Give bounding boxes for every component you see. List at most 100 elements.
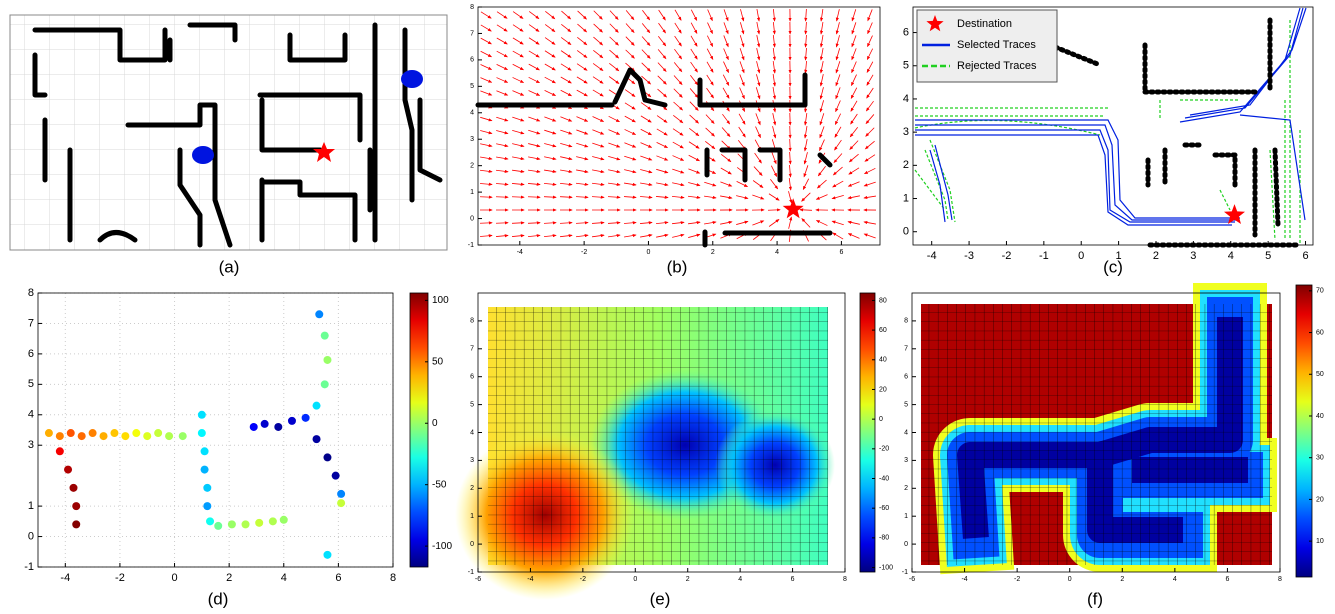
arrow	[723, 48, 729, 61]
arrow	[560, 169, 573, 174]
axes: -4 -2 0 2 4 6 8 -1 0 1 3 4 5 6 7 8	[24, 287, 396, 584]
arrow	[832, 180, 844, 188]
arrow	[496, 156, 509, 161]
arrow	[772, 8, 776, 22]
heatmap-f	[921, 283, 1277, 575]
arrow	[528, 24, 540, 32]
point	[197, 410, 206, 419]
arrow	[512, 129, 525, 135]
point	[301, 413, 310, 422]
arrow	[576, 50, 588, 59]
arrow	[656, 182, 669, 187]
arrow	[740, 9, 745, 22]
arrow	[803, 165, 809, 178]
y-tick-label: 1	[904, 513, 908, 520]
arrow	[756, 48, 761, 61]
x-tick-label: 2	[711, 249, 715, 256]
point	[227, 520, 236, 529]
y-tick-label: 6	[28, 348, 34, 360]
arrow	[756, 22, 761, 35]
arrow	[560, 116, 573, 122]
arrow	[479, 221, 493, 225]
y-tick-label: 8	[470, 4, 474, 11]
arrow	[831, 220, 844, 226]
arrow	[641, 23, 651, 34]
y-tick-label: 7	[28, 317, 34, 329]
arrow	[819, 100, 824, 113]
y-tick-label: 6	[903, 26, 909, 38]
arrow	[819, 48, 824, 61]
arrow	[543, 182, 557, 186]
y-tick-label: 3	[470, 136, 474, 143]
arrow	[625, 23, 635, 34]
y-tick-label: 6	[470, 374, 474, 381]
arrow	[864, 154, 876, 162]
arrow	[512, 143, 525, 148]
arrow	[832, 166, 843, 176]
arrow	[736, 195, 749, 200]
y-tick-label: 0	[470, 541, 474, 548]
y-tick-label: 8	[904, 318, 908, 325]
arrow	[704, 195, 717, 199]
x-tick-label: 3	[1190, 250, 1196, 262]
point	[55, 447, 64, 456]
arrow	[496, 130, 509, 135]
point	[72, 520, 81, 529]
arrow	[671, 221, 685, 225]
arrow	[560, 37, 572, 46]
arrow	[674, 35, 682, 47]
arrow	[576, 63, 588, 71]
arrow	[673, 75, 683, 86]
colorbar-tick-label: 50	[1316, 371, 1324, 378]
arrow	[804, 34, 808, 48]
arrow	[495, 234, 509, 238]
arrow	[496, 77, 509, 83]
colorbar-tick-label: -100	[879, 564, 893, 571]
y-tick-label: 4	[903, 93, 909, 105]
arrow	[673, 62, 683, 73]
arrow	[495, 169, 509, 173]
arrow	[561, 23, 572, 33]
x-tick-label: 6	[1302, 250, 1308, 262]
colorbar-tick-label: -20	[879, 446, 889, 453]
point	[132, 429, 141, 438]
colorbar-tick-label: -60	[879, 505, 889, 512]
colorbar-tick-label: 60	[879, 327, 887, 334]
arrow	[866, 87, 874, 99]
arrow	[739, 87, 745, 100]
arrow	[772, 87, 777, 100]
arrow	[673, 88, 683, 98]
point	[197, 429, 206, 438]
arrow	[560, 63, 572, 71]
arrow	[834, 126, 842, 138]
caption: (f)	[1087, 589, 1103, 608]
arrow	[544, 24, 556, 33]
arrow	[480, 90, 493, 96]
arrow	[593, 36, 604, 46]
colorbar-tick-label: -50	[432, 479, 447, 490]
arrow	[560, 129, 573, 135]
x-tick-label: -4	[517, 249, 523, 256]
x-tick-label: 6	[1225, 576, 1229, 583]
arrow	[788, 151, 792, 165]
arrow	[545, 10, 556, 20]
arrow	[690, 61, 698, 73]
arrow	[624, 129, 637, 135]
arrow	[804, 60, 808, 74]
arrow	[512, 50, 524, 58]
arrow	[591, 182, 605, 186]
arrow	[864, 140, 875, 150]
arrow	[722, 87, 730, 99]
x-tick-label: 0	[1068, 576, 1072, 583]
arrow	[847, 233, 860, 239]
y-tick-label: -1	[24, 561, 34, 573]
y-tick-label: 5	[904, 401, 908, 408]
arrow	[689, 88, 699, 99]
arrow	[817, 165, 826, 177]
arrow	[544, 37, 556, 45]
arrow	[835, 48, 841, 61]
arrow	[772, 74, 776, 87]
x-tick-label: 4	[738, 576, 742, 583]
arrow	[559, 221, 573, 225]
